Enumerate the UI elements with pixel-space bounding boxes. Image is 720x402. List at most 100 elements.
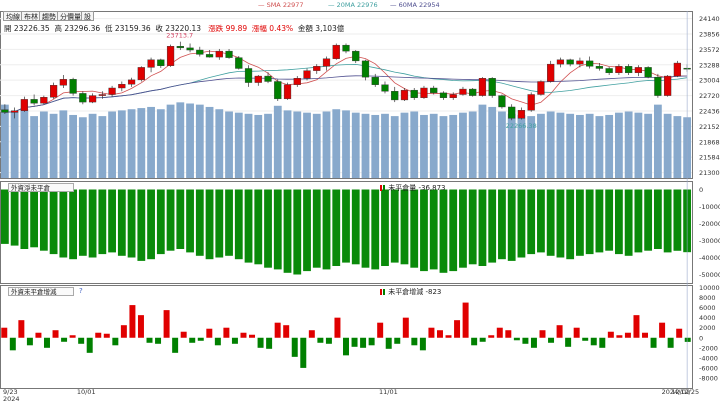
low-value: 23159.36 (114, 24, 151, 33)
price-tick-label: 23004 (699, 77, 720, 85)
volume-bar (537, 113, 545, 178)
oi-bar (205, 189, 214, 260)
oi-bar (556, 189, 565, 258)
volume-bar (205, 106, 214, 178)
sma-legend-label: SMA 22977 (266, 1, 304, 9)
candle-body (371, 76, 379, 85)
oi-bar (351, 189, 360, 265)
panel2-legend-text: 未平倉量 -36,873 (388, 184, 446, 192)
volume-bar (439, 116, 448, 178)
sma-line (4, 50, 688, 113)
oi-change-bar (684, 337, 691, 342)
volume-bar (10, 111, 19, 178)
volume-bar (517, 114, 526, 178)
x-tick-label-line: 2024/12/25 (662, 388, 699, 396)
oi-bar (653, 189, 662, 249)
candle-body (283, 84, 292, 100)
candle-body (420, 87, 428, 98)
volume-bar (98, 116, 107, 178)
oi-change-bar (513, 337, 520, 341)
oi-change-bar (223, 327, 230, 338)
panel-frame-1 (0, 11, 693, 179)
oi-bar (390, 189, 399, 263)
x-tick-label: 12/02 (671, 388, 690, 396)
tab-settings[interactable]: 設 (81, 11, 94, 21)
oi-bar (332, 189, 341, 266)
candle-body (595, 66, 604, 69)
oi-bar (186, 189, 194, 253)
oi-change-tick-label: 8000 (699, 294, 716, 302)
candle-body (410, 89, 418, 98)
oi-change-bar (283, 325, 290, 338)
sma-swatch: — (258, 1, 267, 9)
oi-change-bar (488, 335, 495, 338)
volume-bar (468, 111, 477, 178)
candle-body (391, 91, 399, 101)
price-tick-label: 21300 (699, 169, 720, 177)
oi-change-bar (565, 337, 572, 347)
oi-change-bar (343, 337, 349, 356)
change-value: 99.89 (225, 24, 248, 33)
x-tick-label-line: 10/01 (77, 388, 96, 396)
panel3-help[interactable]: ? (79, 287, 83, 295)
volume-bar (488, 106, 497, 178)
candle-body (644, 67, 652, 78)
volume-bar (361, 113, 370, 178)
candle-body (654, 76, 662, 96)
oi-tick-label: -20000 (699, 220, 720, 228)
oi-bar (254, 189, 263, 265)
volume-bar (644, 113, 653, 178)
oi-change-bar (257, 337, 264, 348)
oi-change-bar (462, 302, 469, 338)
panel2-selector[interactable]: 外資淨未平倉 (8, 183, 74, 192)
open-value: 23226.35 (13, 24, 50, 33)
oi-change-bar (103, 333, 110, 338)
oi-change-bar (419, 337, 426, 351)
oi-bar (39, 189, 48, 251)
tab-trend[interactable]: 趨勢 (39, 11, 59, 21)
oi-change-bar (556, 325, 563, 338)
oi-change-bar (377, 322, 384, 338)
volume-bar (39, 111, 48, 178)
volume-bar (400, 112, 409, 178)
oi-change-bar (129, 305, 136, 338)
candle-body (313, 66, 321, 71)
tab-volume-profile[interactable]: 分價量 (57, 11, 84, 21)
oi-bar (98, 189, 107, 255)
oi-bar (342, 189, 350, 263)
volume-bar (69, 114, 77, 178)
x-tick-label-line: 12/02 (671, 388, 690, 396)
volume-bar (576, 114, 584, 178)
oi-change-bar (334, 317, 341, 338)
tab-ma[interactable]: 均線 (3, 11, 23, 21)
panel-frame-3 (0, 285, 693, 389)
candle-body (118, 83, 126, 89)
volume-bar (390, 116, 399, 178)
volume-bar (49, 113, 58, 178)
oi-change-bar (368, 337, 375, 346)
oi-bar (478, 189, 487, 266)
candle-body (352, 50, 360, 62)
oi-bar (30, 189, 39, 248)
oi-change-bar (659, 322, 666, 338)
price-tick-label: 23572 (699, 46, 720, 54)
oi-change-bar (436, 330, 443, 338)
oi-bar (566, 189, 575, 260)
oi-bar (273, 189, 282, 270)
x-tick-label-line: 2024 (3, 395, 20, 402)
oi-change-tick-label: 6000 (699, 304, 716, 312)
oi-change-bar (240, 332, 247, 338)
candle-body (664, 75, 672, 96)
candle-body (498, 95, 506, 108)
candle-body (303, 70, 311, 79)
high-label: 高 (54, 24, 62, 33)
panel3-legend-swatch-down (383, 289, 385, 295)
volume-bar (30, 116, 39, 178)
oi-bar (195, 189, 204, 256)
oi-bar (381, 189, 389, 266)
panel3-selector[interactable]: 外資未平倉增減 (8, 287, 74, 296)
candle-body (381, 84, 389, 92)
volume-bar (546, 111, 555, 178)
pct-label: 漲幅 (251, 24, 267, 33)
tab-bollinger[interactable]: 布林 (21, 11, 41, 21)
